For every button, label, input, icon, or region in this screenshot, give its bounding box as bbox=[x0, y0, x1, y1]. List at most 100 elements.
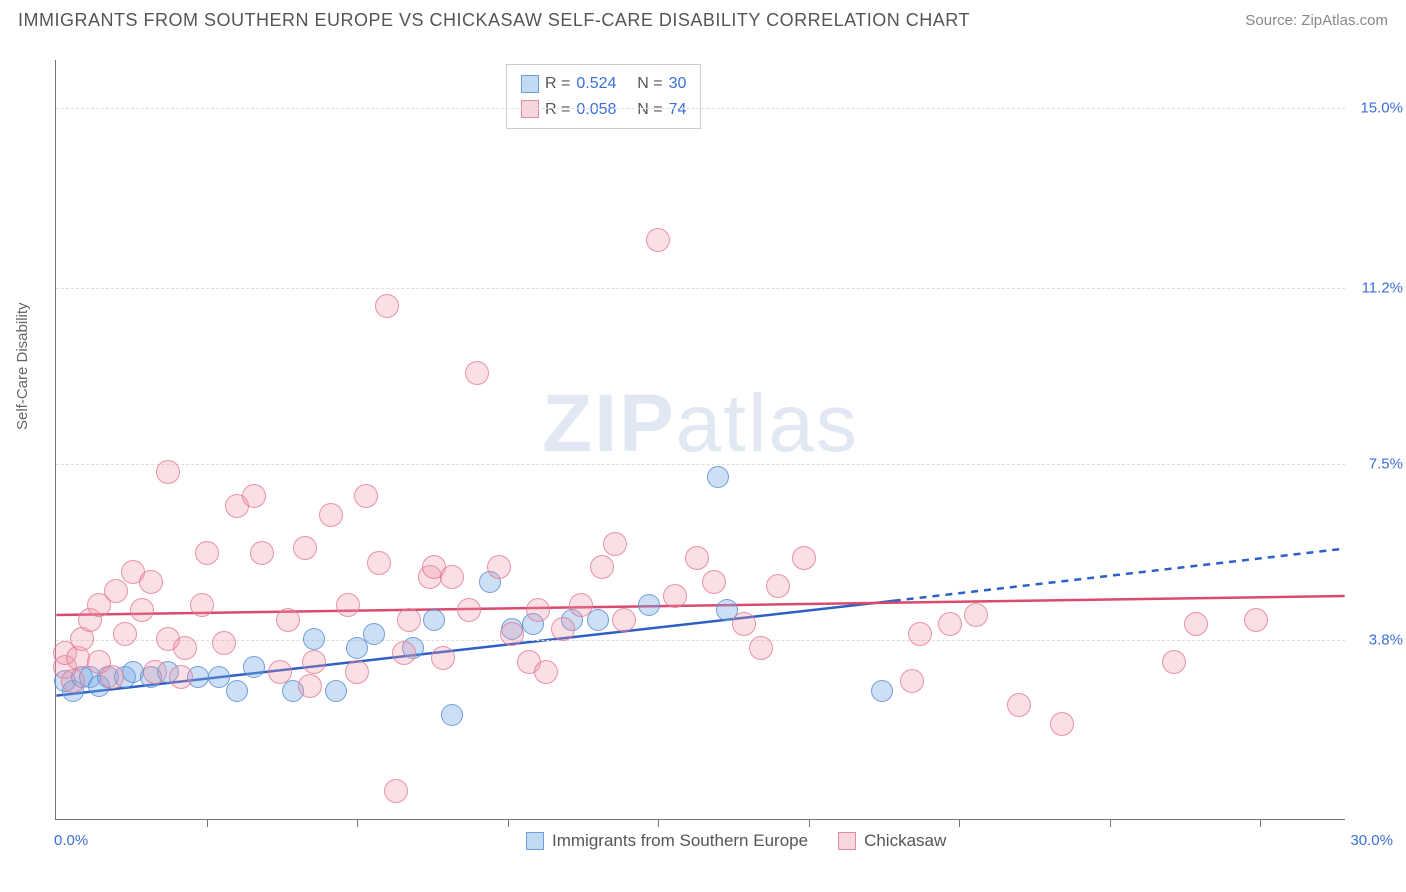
x-min-label: 0.0% bbox=[54, 832, 88, 849]
data-point bbox=[375, 294, 399, 318]
y-tick-label: 7.5% bbox=[1369, 455, 1403, 472]
data-point bbox=[392, 641, 416, 665]
data-point bbox=[1050, 712, 1074, 736]
data-point bbox=[457, 598, 481, 622]
x-max-label: 30.0% bbox=[1350, 832, 1393, 849]
data-point bbox=[384, 779, 408, 803]
data-point bbox=[139, 570, 163, 594]
data-point bbox=[302, 650, 326, 674]
x-tick bbox=[1110, 819, 1111, 827]
legend-n-label: N = bbox=[637, 71, 662, 97]
legend-swatch bbox=[526, 832, 544, 850]
legend-r-label: R = bbox=[545, 71, 570, 97]
data-point bbox=[243, 656, 265, 678]
gridline bbox=[56, 288, 1345, 289]
legend-n-label: N = bbox=[637, 97, 662, 123]
gridline bbox=[56, 464, 1345, 465]
data-point bbox=[113, 622, 137, 646]
data-point bbox=[1184, 612, 1208, 636]
data-point bbox=[173, 636, 197, 660]
data-point bbox=[431, 646, 455, 670]
data-point bbox=[569, 593, 593, 617]
legend-series: Immigrants from Southern Europe Chickasa… bbox=[526, 831, 946, 851]
watermark: ZIPatlas bbox=[542, 377, 859, 471]
legend-swatch bbox=[521, 100, 539, 118]
data-point bbox=[354, 484, 378, 508]
data-point bbox=[685, 546, 709, 570]
data-point bbox=[938, 612, 962, 636]
data-point bbox=[250, 541, 274, 565]
data-point bbox=[242, 484, 266, 508]
data-point bbox=[707, 466, 729, 488]
legend-swatch bbox=[521, 75, 539, 93]
x-tick bbox=[207, 819, 208, 827]
data-point bbox=[638, 594, 660, 616]
data-point bbox=[964, 603, 988, 627]
data-point bbox=[590, 555, 614, 579]
legend-n-value: 30 bbox=[669, 71, 687, 97]
legend-swatch bbox=[838, 832, 856, 850]
data-point bbox=[749, 636, 773, 660]
data-point bbox=[143, 660, 167, 684]
data-point bbox=[908, 622, 932, 646]
data-point bbox=[1007, 693, 1031, 717]
data-point bbox=[293, 536, 317, 560]
data-point bbox=[226, 680, 248, 702]
y-axis-label: Self-Care Disability bbox=[14, 302, 31, 430]
data-point bbox=[440, 565, 464, 589]
data-point bbox=[397, 608, 421, 632]
data-point bbox=[900, 669, 924, 693]
data-point bbox=[156, 460, 180, 484]
data-point bbox=[534, 660, 558, 684]
chart-title: IMMIGRANTS FROM SOUTHERN EUROPE VS CHICK… bbox=[18, 10, 970, 31]
data-point bbox=[61, 669, 85, 693]
x-tick bbox=[809, 819, 810, 827]
legend-n-value: 74 bbox=[669, 97, 687, 123]
data-point bbox=[766, 574, 790, 598]
data-point bbox=[319, 503, 343, 527]
data-point bbox=[367, 551, 391, 575]
data-point bbox=[423, 609, 445, 631]
legend-series-label: Chickasaw bbox=[864, 831, 946, 851]
data-point bbox=[646, 228, 670, 252]
gridline bbox=[56, 108, 1345, 109]
legend-r-value: 0.524 bbox=[576, 71, 616, 97]
y-tick-label: 3.8% bbox=[1369, 631, 1403, 648]
data-point bbox=[325, 680, 347, 702]
data-point bbox=[190, 593, 214, 617]
x-tick bbox=[508, 819, 509, 827]
data-point bbox=[612, 608, 636, 632]
x-tick bbox=[357, 819, 358, 827]
y-tick-label: 15.0% bbox=[1360, 99, 1403, 116]
data-point bbox=[702, 570, 726, 594]
data-point bbox=[169, 665, 193, 689]
y-tick-label: 11.2% bbox=[1362, 280, 1403, 297]
data-point bbox=[663, 584, 687, 608]
data-point bbox=[500, 622, 524, 646]
data-point bbox=[212, 631, 236, 655]
data-point bbox=[298, 674, 322, 698]
data-point bbox=[792, 546, 816, 570]
legend-item: Chickasaw bbox=[838, 831, 946, 851]
data-point bbox=[871, 680, 893, 702]
data-point bbox=[487, 555, 511, 579]
data-point bbox=[345, 660, 369, 684]
x-tick bbox=[658, 819, 659, 827]
data-point bbox=[104, 579, 128, 603]
data-point bbox=[130, 598, 154, 622]
gridline bbox=[56, 640, 1345, 641]
chart-area: ZIPatlas R = 0.524 N = 30 R = 0.058 N = … bbox=[45, 60, 1345, 820]
data-point bbox=[603, 532, 627, 556]
plot-region: ZIPatlas R = 0.524 N = 30 R = 0.058 N = … bbox=[55, 60, 1345, 820]
data-point bbox=[336, 593, 360, 617]
legend-correlation: R = 0.524 N = 30 R = 0.058 N = 74 bbox=[506, 64, 701, 129]
data-point bbox=[441, 704, 463, 726]
data-point bbox=[1244, 608, 1268, 632]
data-point bbox=[363, 623, 385, 645]
data-point bbox=[732, 612, 756, 636]
data-point bbox=[303, 628, 325, 650]
data-point bbox=[195, 541, 219, 565]
x-tick bbox=[959, 819, 960, 827]
legend-r-value: 0.058 bbox=[576, 97, 616, 123]
data-point bbox=[526, 598, 550, 622]
